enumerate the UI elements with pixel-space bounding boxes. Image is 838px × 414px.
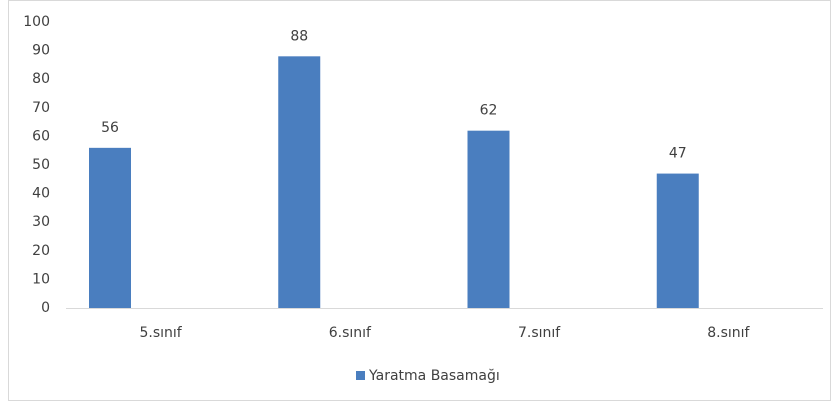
x-tick-label: 6.sınıf — [329, 325, 372, 341]
data-label: 56 — [101, 120, 119, 136]
y-tick-label: 0 — [41, 300, 50, 316]
x-tick-label: 7.sınıf — [518, 325, 561, 341]
legend-label: Yaratma Basamağı — [368, 368, 500, 384]
y-tick-label: 20 — [32, 243, 50, 259]
y-tick-label: 70 — [32, 100, 50, 116]
y-tick-label: 40 — [32, 186, 50, 202]
y-tick-label: 60 — [32, 128, 50, 144]
data-label: 88 — [290, 28, 308, 44]
bar — [89, 147, 131, 308]
y-tick-label: 50 — [32, 157, 50, 173]
y-tick-label: 30 — [32, 214, 50, 230]
data-label: 62 — [480, 103, 498, 119]
data-label: 47 — [669, 146, 687, 162]
y-tick-label: 90 — [32, 43, 50, 59]
x-tick-label: 5.sınıf — [140, 325, 183, 341]
bar — [467, 130, 510, 308]
y-tick-label: 10 — [32, 271, 50, 287]
y-tick-label: 100 — [23, 14, 50, 30]
legend-swatch — [356, 371, 365, 380]
y-tick-label: 80 — [32, 71, 50, 87]
x-tick-label: 8.sınıf — [707, 325, 750, 341]
bar — [656, 173, 699, 308]
bar — [278, 56, 321, 308]
